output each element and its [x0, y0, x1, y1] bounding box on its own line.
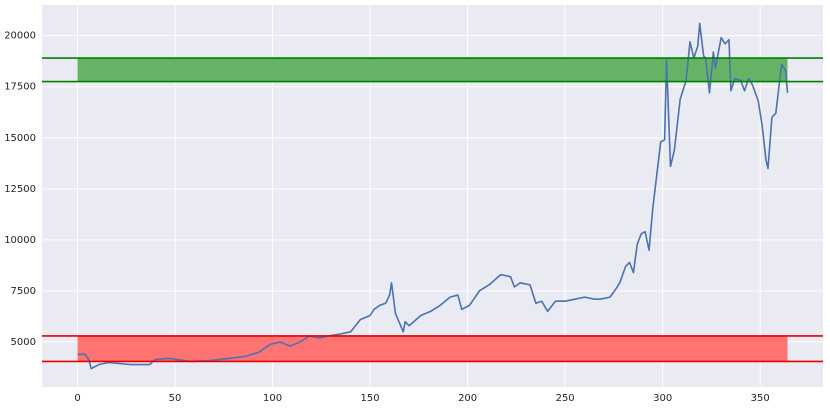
line-series: [77, 22, 789, 370]
x-tick-label: 50: [169, 393, 182, 404]
y-tick-label: 7500: [11, 286, 36, 297]
y-tick-label: 17500: [4, 82, 36, 93]
x-tick-label: 0: [74, 393, 80, 404]
y-tick-label: 15000: [4, 133, 36, 144]
x-tick-label: 100: [263, 393, 282, 404]
y-tick-label: 10000: [4, 235, 36, 246]
band: [77, 335, 788, 362]
x-tick-label: 350: [751, 393, 770, 404]
x-tick-label: 200: [458, 393, 477, 404]
y-tick-label: 5000: [11, 337, 36, 348]
x-tick-label: 300: [653, 393, 672, 404]
band: [77, 58, 788, 82]
x-tick-label: 150: [361, 393, 380, 404]
x-tick-label: 250: [556, 393, 575, 404]
y-tick-label: 12500: [4, 184, 36, 195]
y-tick-label: 20000: [4, 31, 36, 42]
